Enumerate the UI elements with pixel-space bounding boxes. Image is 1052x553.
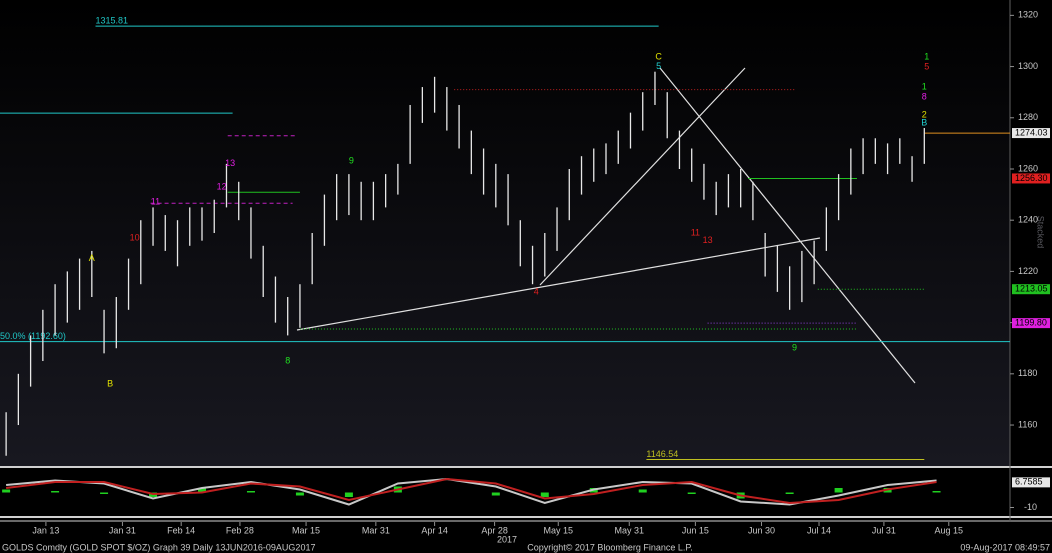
count-label: 1 (922, 81, 927, 91)
x-tick-label: Jul 31 (872, 525, 896, 535)
level-label: 1315.81 (95, 15, 128, 25)
count-label: B (107, 378, 113, 388)
x-tick-label: Apr 28 (481, 525, 508, 535)
count-label: 4 (534, 286, 539, 296)
osc-line (5, 477, 937, 505)
osc-histogram (100, 492, 109, 494)
count-label: 5 (924, 62, 929, 72)
count-label: B (921, 117, 927, 127)
x-tick-label: Jul 14 (807, 525, 831, 535)
price-tag-label: 1256.30 (1015, 173, 1048, 183)
level-label: 1146.54 (646, 449, 678, 459)
price-tag-label: 1274.03 (1015, 127, 1048, 137)
trendline (296, 237, 821, 331)
osc-histogram (932, 491, 941, 493)
count-label: 9 (349, 156, 354, 166)
x-tick-label: Mar 31 (362, 525, 390, 535)
osc-line (6, 477, 937, 506)
price-tag (1012, 128, 1050, 139)
footer-left: GOLDS Comdty (GOLD SPOT $/OZ) Graph 39 D… (2, 542, 315, 552)
x-tick-label: May 31 (615, 525, 645, 535)
osc-tag (1012, 477, 1050, 488)
osc-tag-label: 6.7585 (1015, 477, 1043, 487)
x-tick-label: Feb 28 (226, 525, 254, 535)
osc-y-tick-label: -10 (1024, 502, 1037, 512)
count-label: 2 (922, 110, 927, 120)
y-tick-label: 1180 (1018, 368, 1037, 378)
osc-histogram (491, 492, 500, 496)
count-label: 1 (924, 52, 929, 62)
count-label: 13 (703, 235, 713, 245)
count-label: 12 (217, 181, 227, 191)
year-label: 2017 (497, 534, 517, 544)
osc-histogram (834, 488, 843, 493)
osc-histogram (687, 492, 696, 494)
x-tick-label: Aug 15 (935, 525, 964, 535)
count-label: 11 (691, 227, 700, 237)
count-label: 8 (922, 92, 927, 102)
price-tag (1012, 318, 1050, 329)
price-tag (1012, 284, 1050, 295)
osc-histogram (540, 492, 549, 497)
trendline (539, 67, 746, 286)
y-tick-label: 1280 (1018, 112, 1038, 122)
x-tick-label: Mar 15 (292, 525, 320, 535)
count-label: 11 (151, 197, 160, 207)
osc-histogram (344, 492, 353, 497)
y-tick-label: 1260 (1018, 163, 1038, 173)
count-label: 13 (225, 158, 235, 168)
count-label: 8 (285, 355, 290, 365)
osc-histogram (51, 491, 60, 493)
price-tag-label: 1199.80 (1015, 318, 1047, 328)
trendline (659, 67, 916, 384)
osc-histogram (198, 488, 206, 493)
x-tick-label: Jun 30 (748, 525, 775, 535)
watermark: Stacked (1036, 216, 1046, 249)
x-tick-label: Jan 31 (109, 525, 136, 535)
x-tick-label: Jun 15 (682, 525, 709, 535)
y-tick-label: 1320 (1018, 10, 1038, 20)
count-label: C (655, 52, 662, 62)
count-label: 9 (792, 343, 797, 353)
price-tag (1012, 173, 1050, 184)
y-tick-label: 1220 (1018, 266, 1038, 276)
level-label: 50.0% (1192.60) (0, 331, 66, 341)
osc-histogram (2, 489, 11, 493)
count-label: 5 (656, 61, 661, 71)
footer-right: 09-Aug-2017 08:49:57 (960, 542, 1050, 552)
y-tick-label: 1240 (1018, 215, 1038, 225)
y-tick-label: 1300 (1018, 61, 1038, 71)
count-label: A (89, 253, 95, 263)
count-label: 10 (130, 232, 140, 242)
price-tag-label: 1213.05 (1015, 284, 1048, 294)
osc-histogram (246, 491, 255, 493)
x-tick-label: May 15 (543, 525, 573, 535)
y-tick-label: 1160 (1018, 419, 1037, 429)
plot-background (0, 0, 1010, 466)
osc-histogram (785, 492, 794, 494)
x-tick-label: Feb 14 (167, 525, 195, 535)
footer-center: Copyright© 2017 Bloomberg Finance L.P. (527, 542, 693, 552)
x-tick-label: Jan 13 (32, 525, 59, 535)
osc-histogram (638, 489, 647, 493)
osc-histogram (295, 492, 304, 496)
x-tick-label: Apr 14 (421, 525, 448, 535)
